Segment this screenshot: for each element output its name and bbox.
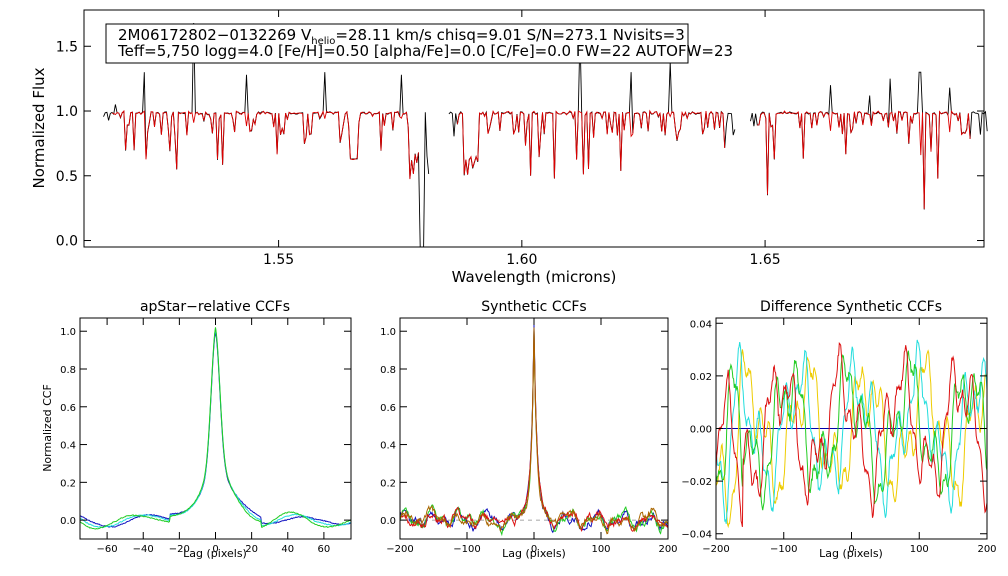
spectrum-observed-line (750, 71, 988, 210)
difference-ccf-line-4 (715, 341, 988, 527)
spectrum-model-line (111, 109, 419, 180)
difference-xtick-label: −100 (770, 544, 797, 555)
apstar-ticks: −60 −40 −20 0 20 40 60 0.0 0.2 0.4 0.6 0.8 1.0 (60, 318, 351, 555)
apstar-ytick-label: 0.2 (60, 478, 76, 489)
synthetic-xtick-label: 200 (658, 544, 677, 555)
difference-xtick-label: 100 (910, 544, 929, 555)
difference-x-label: Lag (pixels) (819, 547, 883, 560)
apstar-xtick-label: −60 (97, 544, 118, 555)
difference-xtick-label: 200 (977, 544, 996, 555)
difference-ytick-label: 0.00 (690, 425, 712, 436)
synthetic-ytick-label: 1.0 (380, 327, 396, 338)
apstar-title: apStar−relative CCFs (140, 299, 290, 315)
spectrum-model-line (757, 110, 971, 209)
spectrum-ytick-label: 1.0 (56, 104, 78, 120)
apstar-ytick-label: 1.0 (60, 327, 76, 338)
synthetic-ticks: −200 −100 0 100 200 0.0 0.2 0.4 0.6 0.8 1.0 (380, 318, 678, 555)
spectrum-ticks: 1.55 1.60 1.65 0.0 0.5 1.0 1.5 (56, 10, 984, 268)
apstar-xtick-label: 0 (212, 544, 218, 555)
spectrum-y-label: Normalized Flux (30, 67, 48, 188)
difference-ccf-line-3 (715, 350, 988, 511)
difference-title: Difference Synthetic CCFs (760, 299, 942, 315)
spectrum-model-line (456, 109, 726, 179)
apstar-ytick-label: 0.6 (60, 403, 76, 414)
annotation-box (105, 23, 689, 64)
spectrum-ytick-label: 0.5 (56, 169, 78, 185)
spectrum-xtick-label: 1.60 (506, 252, 537, 268)
spectrum-x-label: Wavelength (microns) (452, 268, 617, 286)
spectrum-panel: 1.55 1.60 1.65 0.0 0.5 1.0 1.5 2M06172802−0132… (30, 9, 988, 286)
synthetic-x-label: Lag (pixels) (502, 547, 566, 560)
apstar-xtick-label: 40 (281, 544, 294, 555)
apstar-ccf-panel: −60 −40 −20 0 20 40 60 0.0 0.2 0.4 0.6 0.8 1.0 apSta… (41, 299, 352, 560)
apstar-x-label: Lag (pixels) (183, 547, 247, 560)
apstar-ccf-line-1 (79, 331, 352, 528)
difference-ytick-label: 0.04 (690, 319, 712, 330)
spectrum-axes-frame (83, 9, 985, 248)
synthetic-ytick-label: 0.6 (380, 403, 396, 414)
synthetic-ytick-label: 0.0 (380, 516, 396, 527)
difference-ytick-label: 0.02 (690, 372, 712, 383)
spectrum-ytick-label: 0.0 (56, 234, 78, 250)
apstar-y-label: Normalized CCF (41, 384, 54, 472)
spectrum-xtick-label: 1.55 (263, 252, 294, 268)
difference-ccf-data (715, 339, 988, 529)
spectrum-data (103, 22, 988, 248)
difference-ccf-line-1 (715, 349, 988, 529)
synthetic-xtick-label: 0 (531, 544, 537, 555)
apstar-ytick-label: 0.0 (60, 516, 76, 527)
synthetic-ccf-line-2 (399, 330, 669, 537)
spectrum-xtick-label: 1.65 (749, 252, 780, 268)
difference-ytick-label: −0.02 (681, 477, 712, 488)
synthetic-xtick-label: −100 (453, 544, 480, 555)
spectrum-annotation: 2M06172802−0132269 Vhelio=28.11 km/s chi… (105, 23, 733, 64)
apstar-axes-frame (79, 317, 352, 540)
difference-xtick-label: −200 (702, 544, 729, 555)
apstar-ccf-data (79, 327, 352, 530)
apstar-xtick-label: 60 (318, 544, 331, 555)
synthetic-ytick-label: 0.8 (380, 365, 396, 376)
apstar-ccf-line-2 (79, 328, 352, 529)
synthetic-ytick-label: 0.2 (380, 478, 396, 489)
synthetic-title: Synthetic CCFs (481, 299, 586, 315)
synthetic-ccf-panel: −200 −100 0 100 200 0.0 0.2 0.4 0.6 0.8 1.0 Synthe… (380, 299, 677, 560)
synthetic-ytick-label: 0.4 (380, 441, 396, 452)
synthetic-xtick-label: −200 (386, 544, 413, 555)
difference-ccf-panel: −200 −100 0 100 200 −0.04 −0.02 0.00 0.02 0.04 Di… (681, 299, 996, 560)
annotation-line-1: 2M06172802−0132269 Vhelio=28.11 km/s chi… (118, 26, 685, 47)
apstar-ccf-line-3 (79, 327, 352, 530)
apstar-xtick-label: −20 (169, 544, 190, 555)
synthetic-ccf-data (399, 324, 669, 537)
annotation-line-2: Teff=5,750 logg=4.0 [Fe/H]=0.50 [alpha/F… (117, 42, 733, 60)
apstar-xtick-label: −40 (133, 544, 154, 555)
difference-xtick-label: 0 (848, 544, 854, 555)
synthetic-ccf-line-4 (399, 327, 669, 535)
apstar-ytick-label: 0.8 (60, 365, 76, 376)
spectrum-ytick-label: 1.5 (56, 39, 78, 55)
difference-ticks: −200 −100 0 100 200 −0.04 −0.02 0.00 0.02 0.04 (681, 318, 997, 555)
apstar-ytick-label: 0.4 (60, 441, 76, 452)
synthetic-xtick-label: 100 (591, 544, 610, 555)
difference-ytick-label: −0.04 (681, 530, 712, 541)
apstar-xtick-label: 20 (245, 544, 258, 555)
